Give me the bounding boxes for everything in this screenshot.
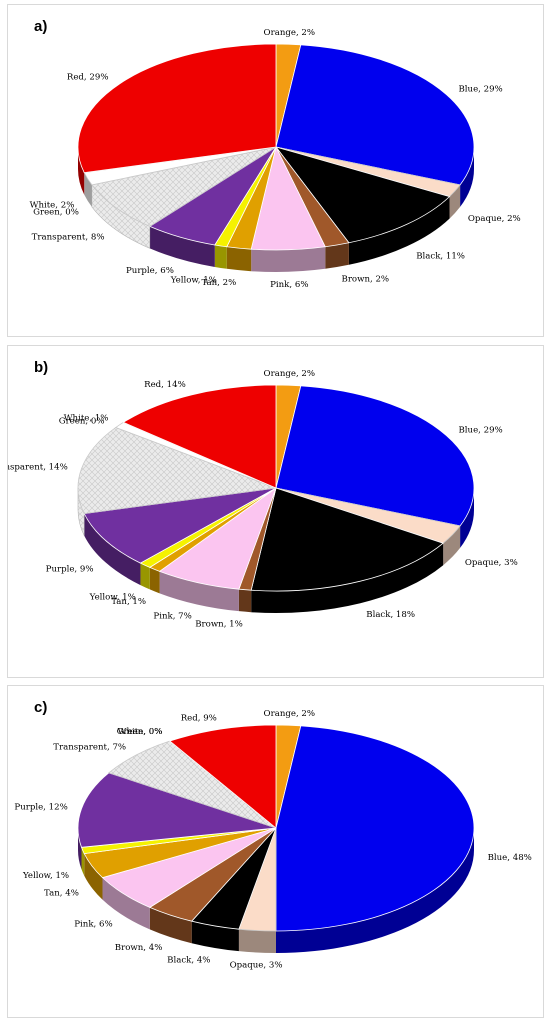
slice-label-red: Red, 29% xyxy=(67,73,109,83)
slice-label-white: White, 1% xyxy=(64,414,109,424)
slice-side-black xyxy=(191,921,239,952)
slice-side-blue xyxy=(460,488,474,548)
slice-side-brown xyxy=(238,589,252,613)
slice-label-black: Black, 4% xyxy=(167,955,210,965)
slice-label-transparent: Transparent, 8% xyxy=(32,233,105,243)
pie-chart-b: Orange, 2% Blue, 29% Opaque, 3% Black, 18% B… xyxy=(8,369,518,629)
slice-label-opaque: Opaque, 2% xyxy=(468,214,521,224)
slice-label-orange: Orange, 2% xyxy=(264,369,316,379)
slice-label-transparent: Transparent, 7% xyxy=(53,743,126,753)
slice-side-opaque xyxy=(443,525,461,566)
slice-label-green: Green, 0% xyxy=(59,416,105,426)
slice-label-green: Green, 0% xyxy=(33,207,79,217)
slice-side-opaque xyxy=(238,929,276,953)
slice-label-purple: Purple, 12% xyxy=(14,802,67,812)
pie-chart-a: Orange, 2% Blue, 29% Opaque, 2% Black, 11% B… xyxy=(30,28,521,290)
slice-red xyxy=(122,384,277,489)
slice-purple xyxy=(83,487,277,564)
slice-side-purple xyxy=(84,513,141,586)
slice-label-red: Red, 9% xyxy=(181,714,217,724)
slice-label-black: Black, 18% xyxy=(366,610,415,620)
slice-side-tan xyxy=(149,567,160,594)
slice-transparent xyxy=(77,427,277,515)
pie-top-faces xyxy=(77,724,475,932)
slice-side-pink xyxy=(102,877,150,930)
slice-side-blue xyxy=(460,147,474,207)
slice-side-brown xyxy=(325,242,349,269)
slice-label-red: Red, 14% xyxy=(144,380,186,390)
slice-side-blue xyxy=(276,828,474,953)
slice-side-pink xyxy=(251,246,326,272)
slice-side-tan xyxy=(84,853,103,900)
slice-blue xyxy=(275,385,475,527)
slice-label-blue: Blue, 29% xyxy=(458,425,502,435)
slice-side-yellow xyxy=(214,244,227,269)
slice-black xyxy=(250,487,444,592)
slice-side-pink xyxy=(159,571,239,612)
slice-label-brown: Brown, 1% xyxy=(195,620,243,630)
slice-label-brown: Brown, 2% xyxy=(342,274,390,284)
slice-transparent xyxy=(91,146,277,227)
pie-side-walls xyxy=(78,147,474,272)
slice-label-orange: Orange, 2% xyxy=(264,28,316,38)
slice-label-tan: Tan, 2% xyxy=(201,278,236,288)
slice-side-tan xyxy=(226,246,252,272)
slice-label-black: Black, 11% xyxy=(416,251,465,261)
slice-label-purple: Purple, 6% xyxy=(126,266,174,276)
slice-black xyxy=(274,146,451,244)
slice-side-black xyxy=(251,543,444,613)
slice-purple xyxy=(77,772,277,848)
slice-side-white xyxy=(84,172,92,207)
panel-label: a) xyxy=(34,18,48,35)
slice-label-brown: Brown, 4% xyxy=(115,943,163,953)
slice-side-purple xyxy=(149,226,215,267)
slice-label-blue: Blue, 48% xyxy=(488,853,532,863)
slice-label-white: White, 2% xyxy=(30,201,75,211)
slice-label-yellow: Yellow, 1% xyxy=(89,592,136,602)
slice-label-pink: Pink, 6% xyxy=(74,919,112,929)
slice-label-pink: Pink, 7% xyxy=(153,612,191,622)
pie-labels: Orange, 2% Blue, 48% Opaque, 3% Black, 4% Br… xyxy=(14,709,531,970)
slice-label-tan: Tan, 4% xyxy=(44,888,79,898)
pie-top-faces xyxy=(77,43,475,251)
slice-label-pink: Pink, 6% xyxy=(270,280,308,290)
slice-red xyxy=(77,43,277,174)
pie-side-walls xyxy=(78,828,474,953)
pie-labels: Orange, 2% Blue, 29% Opaque, 2% Black, 11% B… xyxy=(30,28,521,290)
slice-label-green: Green, 0% xyxy=(117,727,163,737)
chart-panel-c: c) Orange, 2% Blue, 48% Opaque, 3% Black, 4… xyxy=(7,685,544,1018)
pie-labels: Orange, 2% Blue, 29% Opaque, 3% Black, 18% B… xyxy=(8,369,518,629)
slice-side-brown xyxy=(149,907,192,944)
chart-panel-a: a) Orange, 2% Blue, 29% Opaque, 2% Black, 1… xyxy=(7,4,544,337)
panel-label: b) xyxy=(34,359,49,376)
slice-red xyxy=(169,724,277,829)
slice-label-tan: Tan, 1% xyxy=(111,597,146,607)
slice-label-opaque: Opaque, 3% xyxy=(230,960,283,970)
pie-chart-c: Orange, 2% Blue, 48% Opaque, 3% Black, 4% Br… xyxy=(14,709,531,970)
slice-label-orange: Orange, 2% xyxy=(264,709,316,719)
slice-label-yellow: Yellow, 1% xyxy=(170,275,217,285)
slice-side-black xyxy=(348,196,450,265)
slice-label-purple: Purple, 9% xyxy=(46,565,94,575)
slice-side-yellow xyxy=(81,847,85,876)
slice-label-white: White, 0% xyxy=(118,727,163,737)
slice-label-blue: Blue, 29% xyxy=(458,84,502,94)
slice-side-yellow xyxy=(140,563,150,590)
slice-label-yellow: Yellow, 1% xyxy=(22,871,69,881)
panel-label: c) xyxy=(34,699,48,716)
chart-panel-b: b) Orange, 2% Blue, 29% Opaque, 3% Black, 1… xyxy=(7,345,544,678)
slice-label-opaque: Opaque, 3% xyxy=(465,558,518,568)
slice-blue xyxy=(275,725,475,932)
pie-side-walls xyxy=(77,487,474,613)
slice-blue xyxy=(275,44,475,186)
slice-side-opaque xyxy=(449,184,461,219)
pie-top-faces xyxy=(77,384,475,592)
slice-side-red xyxy=(78,147,85,195)
slice-label-transparent: Transparent, 14% xyxy=(8,462,68,472)
